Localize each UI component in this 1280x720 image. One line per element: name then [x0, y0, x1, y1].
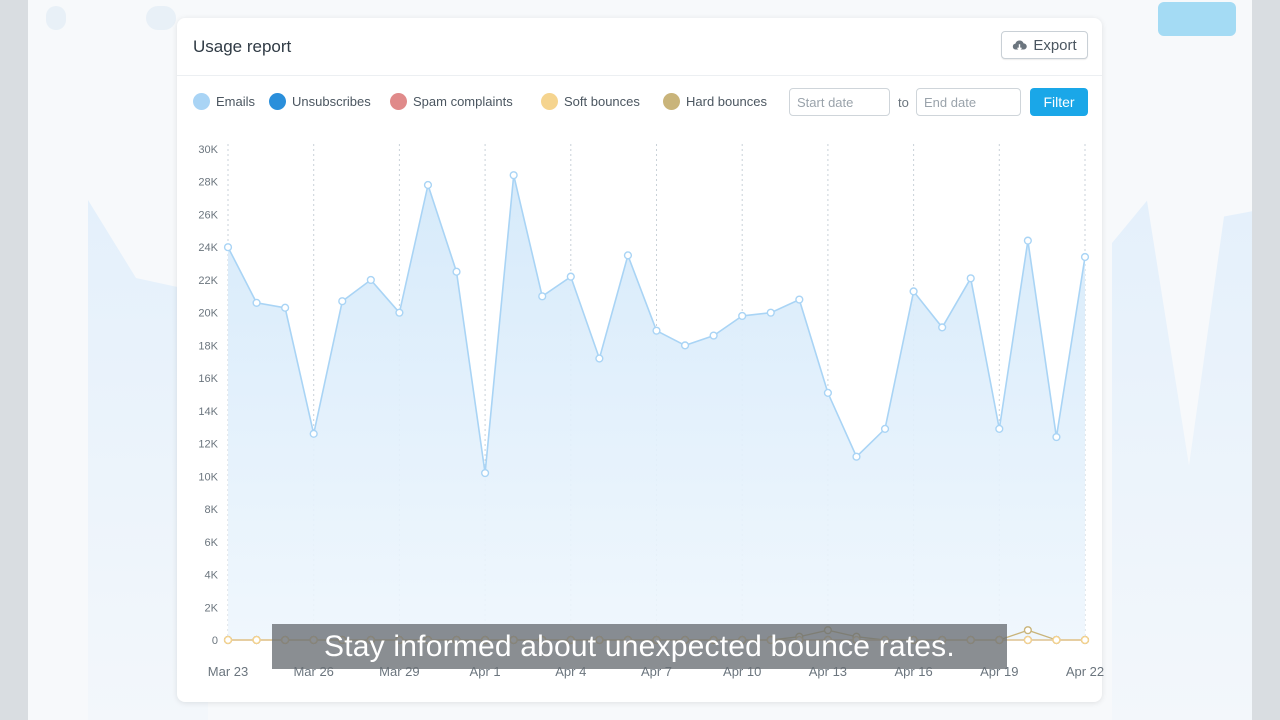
data-point: [738, 311, 747, 321]
data-point: [509, 171, 518, 180]
data-point: [823, 388, 833, 397]
y-tick-label: 24K: [198, 242, 218, 254]
data-point: [452, 267, 461, 276]
card-title: Usage report: [193, 37, 292, 56]
legend-dot: [269, 93, 286, 110]
legend-label: Unsubscribes: [292, 94, 371, 109]
start-date-input[interactable]: [789, 88, 890, 116]
legend-item-emails[interactable]: Emails: [193, 93, 255, 110]
filter-button[interactable]: Filter: [1030, 88, 1088, 116]
legend-dot: [390, 93, 407, 110]
export-label: Export: [1033, 36, 1077, 54]
legend-item-soft-bounces[interactable]: Soft bounces: [541, 93, 640, 110]
frame-edge-left: [0, 0, 28, 720]
end-date-input[interactable]: [916, 88, 1021, 116]
y-tick-label: 12K: [198, 439, 218, 451]
y-tick-label: 14K: [198, 406, 218, 418]
data-point: [795, 295, 804, 304]
data-point: [1080, 635, 1090, 645]
y-tick-label: 8K: [205, 504, 219, 516]
data-point: [423, 180, 433, 190]
y-tick-label: 22K: [198, 275, 218, 287]
data-point: [1023, 626, 1032, 635]
data-point: [1052, 432, 1061, 442]
data-point: [966, 274, 975, 283]
legend-label: Soft bounces: [564, 94, 640, 109]
data-point: [680, 341, 690, 350]
data-point: [880, 424, 890, 433]
legend-item-hard-bounces[interactable]: Hard bounces: [663, 93, 767, 110]
data-point: [938, 323, 947, 332]
data-point: [223, 635, 233, 645]
data-point: [566, 272, 575, 281]
legend-item-spam-complaints[interactable]: Spam complaints: [390, 93, 513, 110]
y-tick-label: 18K: [198, 340, 218, 352]
data-point: [852, 452, 861, 461]
x-tick-label: Mar 23: [208, 664, 248, 679]
y-tick-label: 30K: [198, 144, 218, 156]
data-point: [252, 635, 261, 645]
data-point: [309, 429, 318, 438]
legend-label: Hard bounces: [686, 94, 767, 109]
data-point: [1080, 252, 1090, 262]
data-point: [252, 298, 261, 307]
data-point: [995, 424, 1004, 433]
data-point: [623, 251, 633, 260]
data-point: [766, 308, 775, 317]
background-legend-chip: [46, 6, 66, 30]
video-caption: Stay informed about unexpected bounce ra…: [272, 624, 1007, 669]
cloud-download-icon: [1013, 40, 1028, 51]
legend-item-unsubscribes[interactable]: Unsubscribes: [269, 93, 371, 110]
emails-area: [228, 175, 1085, 640]
y-tick-label: 10K: [198, 471, 218, 483]
data-point: [595, 354, 604, 363]
data-point: [223, 243, 233, 252]
y-tick-label: 6K: [205, 537, 219, 549]
y-tick-label: 26K: [198, 209, 218, 221]
data-point: [652, 326, 661, 335]
y-tick-label: 28K: [198, 177, 218, 189]
legend-label: Emails: [216, 94, 256, 109]
data-point: [709, 331, 718, 340]
legend-dot: [541, 93, 558, 110]
x-tick-label: Apr 22: [1066, 664, 1104, 679]
y-tick-label: 16K: [198, 373, 218, 385]
legend-label: Spam complaints: [413, 94, 513, 109]
data-point: [1052, 635, 1061, 645]
data-point: [338, 297, 347, 306]
legend-dot: [663, 93, 680, 110]
data-point: [1023, 635, 1032, 645]
background-legend-chip: [146, 6, 176, 30]
data-point: [481, 468, 490, 478]
y-tick-label: 20K: [198, 308, 218, 320]
export-button[interactable]: Export: [1001, 31, 1088, 59]
data-point: [366, 275, 375, 285]
legend-dot: [193, 93, 210, 110]
data-point: [1023, 236, 1032, 245]
y-tick-label: 0: [212, 635, 218, 647]
to-label: to: [898, 95, 909, 110]
data-point: [281, 303, 290, 312]
data-point: [909, 287, 918, 296]
chart-toolbar: Emails Unsubscribes Spam complaints Soft…: [193, 88, 1088, 118]
frame-edge-right: [1252, 0, 1280, 720]
card-header: Usage report Export: [177, 18, 1102, 76]
y-tick-label: 2K: [205, 602, 219, 614]
background-filter-button: [1158, 2, 1236, 36]
y-tick-label: 4K: [205, 570, 219, 582]
data-point: [538, 292, 547, 301]
data-point: [395, 308, 404, 317]
